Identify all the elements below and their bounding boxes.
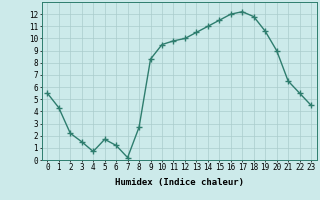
X-axis label: Humidex (Indice chaleur): Humidex (Indice chaleur): [115, 178, 244, 187]
